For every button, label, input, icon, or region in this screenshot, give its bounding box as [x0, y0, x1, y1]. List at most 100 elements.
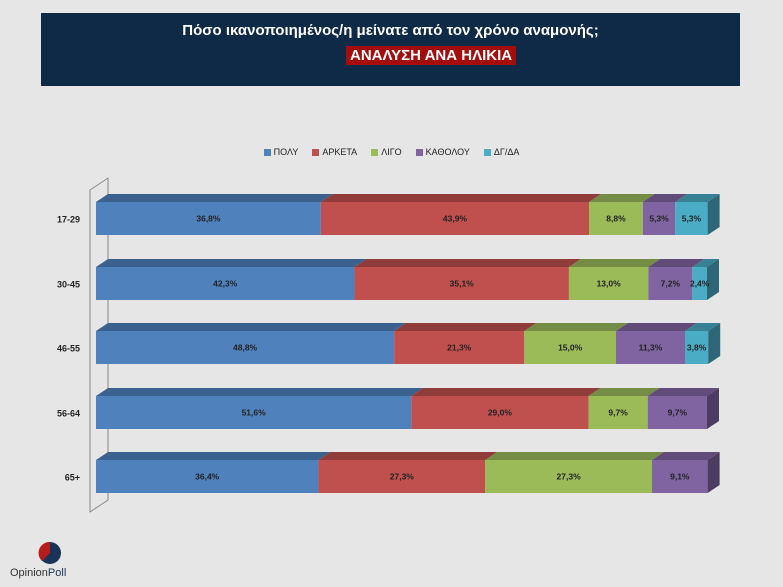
bar-top-face	[96, 194, 333, 202]
bar-side-face	[707, 388, 719, 429]
bar-top-face	[692, 259, 719, 267]
data-label: 2,4%	[690, 279, 710, 289]
legend-label: ΛΙΓΟ	[381, 147, 402, 157]
data-label: 29,0%	[488, 408, 513, 418]
bar-segment	[96, 331, 395, 364]
data-label: 36,8%	[196, 214, 221, 224]
bar-top-face	[647, 388, 719, 396]
bar-segment	[524, 331, 616, 364]
legend-label: ΔΓ/ΔΑ	[493, 147, 520, 157]
bar-segment	[675, 202, 708, 235]
bar-side-face	[707, 194, 720, 235]
data-label: 42,3%	[213, 279, 238, 289]
bar-segment	[642, 202, 676, 235]
bar-side-face	[708, 323, 721, 364]
bar-segment	[394, 331, 525, 364]
bar-top-face	[320, 194, 602, 202]
bar-top-face	[318, 452, 498, 460]
data-label: 36,4%	[195, 472, 220, 482]
legend-swatch	[415, 148, 423, 156]
bar-top-face	[96, 259, 367, 267]
bar-top-face	[96, 388, 424, 396]
bar-top-face	[485, 452, 665, 460]
bar-top-face	[589, 194, 655, 202]
bar-top-face	[96, 323, 407, 331]
data-label: 13,0%	[597, 279, 622, 289]
data-label: 3,8%	[687, 343, 707, 353]
bar-segment	[318, 460, 486, 493]
bar-top-face	[652, 452, 720, 460]
legend-item: ΑΡΚΕΤΑ	[312, 147, 357, 157]
data-label: 48,8%	[233, 343, 258, 353]
category-label: 46-55	[57, 344, 80, 354]
bar-segment	[96, 267, 355, 300]
bar-top-face	[96, 452, 331, 460]
bar-top-face	[642, 194, 688, 202]
legend-label: ΚΑΘΟΛΟΥ	[425, 147, 470, 157]
legend-swatch	[312, 148, 320, 156]
legend-item: ΔΓ/ΔΑ	[483, 147, 520, 157]
bar-segment	[588, 396, 648, 429]
legend-item: ΛΙΓΟ	[371, 147, 402, 157]
chart-legend: ΠΟΛΥ ΑΡΚΕΤΑ ΛΙΓΟ ΚΑΘΟΛΟΥ ΔΓ/ΔΑ	[0, 147, 783, 157]
bar-segment	[96, 460, 319, 493]
category-label: 65+	[65, 473, 80, 483]
bar-segment	[568, 267, 649, 300]
legend-item: ΠΟΛΥ	[263, 147, 299, 157]
legend-label: ΑΡΚΕΤΑ	[322, 147, 358, 157]
data-label: 15,0%	[558, 343, 583, 353]
data-label: 7,2%	[661, 279, 681, 289]
bar-top-face	[411, 388, 601, 396]
bar-side-face	[707, 452, 720, 493]
bar-segment	[589, 202, 643, 235]
bar-segment	[685, 331, 709, 364]
data-label: 43,9%	[443, 214, 468, 224]
data-label: 8,8%	[606, 214, 626, 224]
data-label: 11,3%	[639, 343, 663, 353]
bar-segment	[96, 202, 321, 235]
data-label: 35,1%	[450, 279, 475, 289]
opinionpoll-logo-icon	[38, 541, 61, 564]
bar-top-face	[568, 259, 661, 267]
bar-segment	[320, 202, 590, 235]
data-label: 9,7%	[608, 408, 628, 418]
bar-segment	[652, 460, 708, 493]
bar-side-face	[707, 259, 719, 300]
data-label: 5,3%	[682, 214, 702, 224]
bar-segment	[647, 396, 707, 429]
legend-label: ΠΟΛΥ	[273, 147, 299, 157]
bar-segment	[615, 331, 686, 364]
logo-opinion: Opinion	[10, 567, 48, 579]
legend-item: ΚΑΘΟΛΟΥ	[415, 147, 470, 157]
bar-top-face	[648, 259, 705, 267]
bar-segment	[96, 396, 412, 429]
bar-top-face	[354, 259, 581, 267]
category-label: 30-45	[57, 280, 80, 290]
data-label: 51,6%	[242, 408, 267, 418]
bar-segment	[485, 460, 653, 493]
chart-subtitle: ΑΝΑΛΥΣΗ ΑΝΑ ΗΛΙΚΙΑ	[346, 46, 517, 65]
data-label: 9,7%	[668, 408, 688, 418]
category-label: 17-29	[57, 215, 80, 225]
chart-title: Πόσο ικανοποιημένος/η μείνατε από τον χρ…	[182, 22, 599, 39]
chart-header: Πόσο ικανοποιημένος/η μείνατε από τον χρ…	[41, 13, 740, 86]
data-label: 27,3%	[390, 472, 415, 482]
axis-wall	[89, 177, 109, 513]
bar-top-face	[675, 194, 720, 202]
legend-swatch	[263, 148, 271, 156]
logo-poll: Poll	[47, 567, 67, 579]
data-label: 21,3%	[447, 343, 472, 353]
bar-top-face	[685, 323, 721, 331]
bar-top-face	[394, 323, 537, 331]
bar-segment	[648, 267, 693, 300]
legend-swatch	[371, 148, 379, 156]
bar-top-face	[588, 388, 660, 396]
bar-top-face	[524, 323, 628, 331]
bar-segment	[692, 267, 707, 300]
category-label: 56-64	[57, 409, 80, 419]
bar-segment	[354, 267, 569, 300]
data-label: 5,3%	[649, 214, 669, 224]
data-label: 27,3%	[557, 472, 582, 482]
legend-swatch	[483, 148, 491, 156]
